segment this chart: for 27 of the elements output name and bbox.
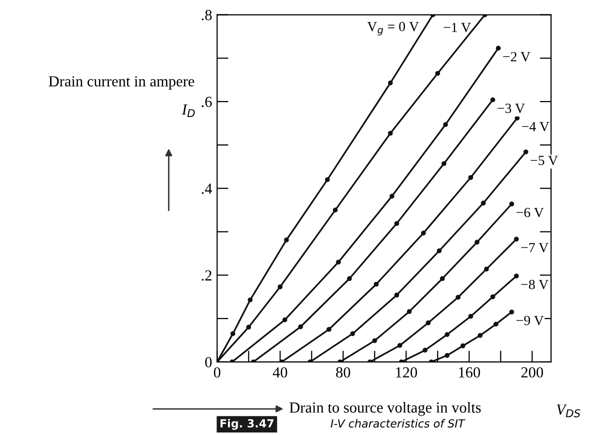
x-axis-title: Drain to source voltage in volts <box>290 402 481 416</box>
y-tick-label: .8 <box>202 10 212 20</box>
series-label: −9 V <box>516 316 544 326</box>
text: I-V characteristics of SIT <box>330 419 466 428</box>
x-tick-label: 160 <box>459 367 480 378</box>
series-label: −5 V <box>530 156 558 166</box>
series-label: −3 V <box>498 104 525 114</box>
x-tick-label: 200 <box>521 367 544 378</box>
series-label: −4 V <box>522 122 550 132</box>
y-tick-label: 0 <box>205 357 212 368</box>
series-label: −6 V <box>516 208 544 218</box>
y-tick-label: .6 <box>202 96 212 108</box>
y-tick-label: .2 <box>202 270 212 281</box>
text: I$_{D}$ <box>182 104 195 118</box>
caption: Fig. 3.47 <box>220 418 274 430</box>
series-label: −8 V <box>521 280 548 290</box>
series-label: −2 V <box>503 52 530 62</box>
y-tick-label: .4 <box>202 184 212 194</box>
x-tick-label: 0 <box>214 367 220 378</box>
x-tick-label: 80 <box>336 367 350 378</box>
text: V$_{DS}$ <box>556 404 580 418</box>
series-label: −7 V <box>521 243 548 252</box>
x-tick-label: 40 <box>272 367 288 378</box>
series-label: V$_{g}$ = 0 V <box>367 22 419 36</box>
series-label: −1 V <box>444 22 471 32</box>
y-axis-title: Drain current in ampere <box>48 76 194 90</box>
x-tick-label: 120 <box>396 367 418 378</box>
